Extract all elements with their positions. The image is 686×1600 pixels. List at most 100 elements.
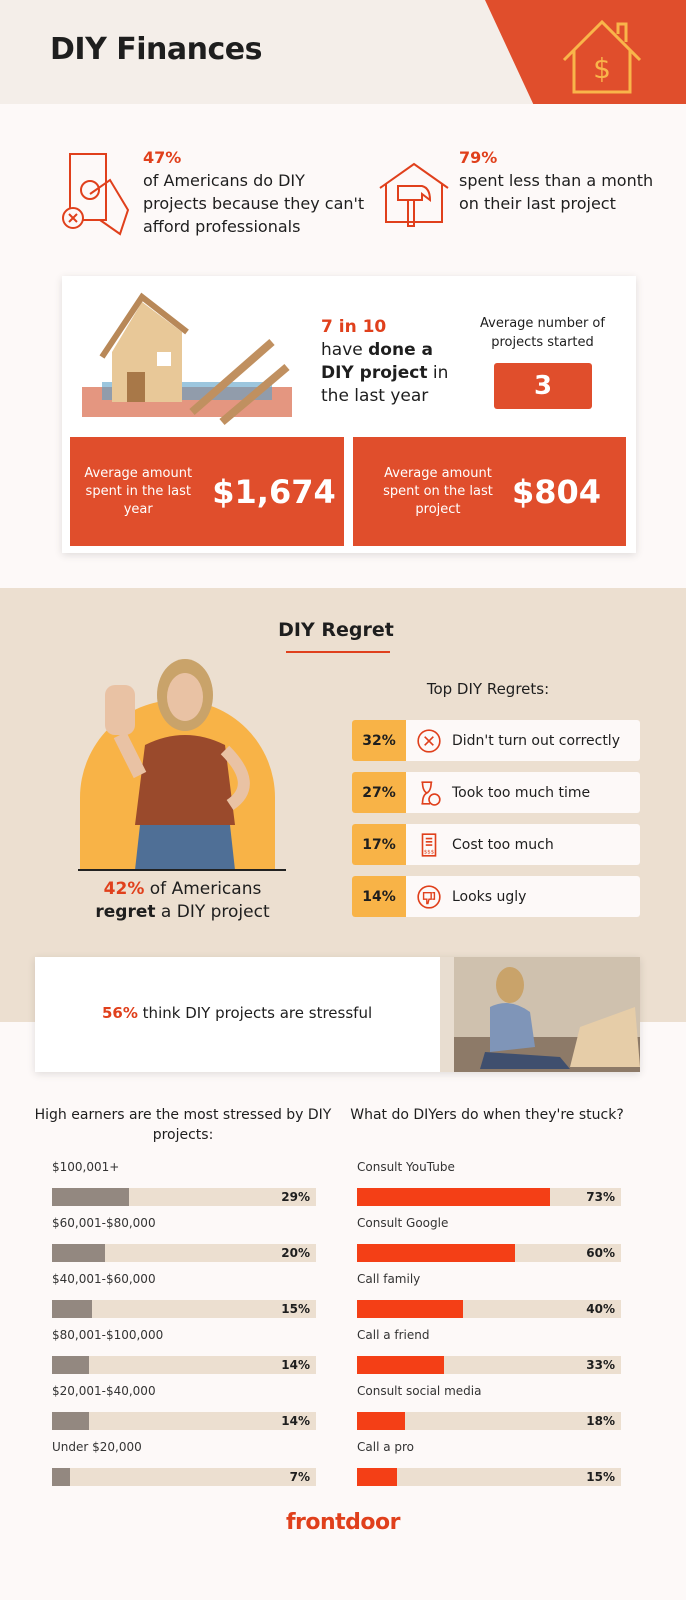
bar-value: 20% xyxy=(281,1246,310,1260)
bar-track: 14% xyxy=(52,1356,316,1374)
headline-text-end: in the last year xyxy=(321,363,449,406)
stress-label: think DIY projects are stressful xyxy=(137,1004,373,1022)
bar xyxy=(357,1412,405,1430)
chart-income-title: High earners are the most stressed by DI… xyxy=(34,1107,332,1143)
regret-label: Looks ugly xyxy=(452,888,527,905)
caption-value: 42% xyxy=(103,879,145,899)
avg-projects-label: Average number of projects started xyxy=(480,316,605,350)
regret-pct: 27% xyxy=(352,772,406,813)
bar-value: 18% xyxy=(586,1414,615,1428)
svg-text:$$$: $$$ xyxy=(424,849,434,855)
bar-value: 15% xyxy=(281,1302,310,1316)
bar-label: Under $20,000 xyxy=(52,1440,142,1454)
spent-year-value: $1,674 xyxy=(212,472,336,511)
bar xyxy=(357,1356,445,1374)
bar xyxy=(52,1244,105,1262)
thumbs-down-icon xyxy=(417,884,441,909)
bar-track: 15% xyxy=(357,1468,621,1486)
bar-value: 73% xyxy=(586,1190,615,1204)
bar xyxy=(52,1356,89,1374)
spent-year-box: Average amount spent in the last year $1… xyxy=(70,437,344,546)
bar-value: 60% xyxy=(586,1246,615,1260)
stat-diy-afford: 47% of Americans do DIY projects because… xyxy=(143,146,373,238)
bar-label: Call family xyxy=(357,1272,421,1286)
bar-label: Call a pro xyxy=(357,1440,415,1454)
stat-value: 47% xyxy=(143,148,182,167)
bar-label: $40,001-$60,000 xyxy=(52,1272,156,1286)
svg-text:$: $ xyxy=(593,52,611,85)
bar-value: 14% xyxy=(281,1414,310,1428)
headline-bold: done a DIY project xyxy=(321,340,433,383)
caption-text: of Americans xyxy=(144,879,262,899)
bar-track: 20% xyxy=(52,1244,316,1262)
bar xyxy=(52,1188,129,1206)
page-title: DIY Finances xyxy=(50,32,262,67)
headline-text: have xyxy=(321,340,369,360)
bar xyxy=(357,1188,550,1206)
bar-value: 15% xyxy=(586,1470,615,1484)
caption-text-end: a DIY project xyxy=(155,902,270,922)
bar-value: 7% xyxy=(289,1470,310,1484)
stat-less-than-month: 79% spent less than a month on their las… xyxy=(459,146,659,215)
bar-label: $20,001-$40,000 xyxy=(52,1384,156,1398)
regret-pct: 32% xyxy=(352,720,406,761)
avg-projects-value: 3 xyxy=(494,363,592,409)
regret-list-title: Top DIY Regrets: xyxy=(426,680,550,698)
divider xyxy=(78,869,286,871)
house-dollar-icon: $ xyxy=(562,19,642,94)
regret-label: Took too much time xyxy=(452,784,591,801)
bar-value: 14% xyxy=(281,1358,310,1372)
spent-last-box: Average amount spent on the last project… xyxy=(353,437,626,546)
bar xyxy=(357,1244,516,1262)
bar-value: 29% xyxy=(281,1190,310,1204)
hand-money-icon xyxy=(62,153,130,236)
regret-caption: 42% of Americans regret a DIY project xyxy=(60,878,305,924)
bar-track: 15% xyxy=(52,1300,316,1318)
regret-row: 32% Didn't turn out correctly xyxy=(352,720,640,761)
bar-label: $60,001-$80,000 xyxy=(52,1216,156,1230)
bar-track: 7% xyxy=(52,1468,316,1486)
headline-value: 7 in 10 xyxy=(321,317,387,337)
bar xyxy=(52,1468,71,1486)
bar-label: Consult YouTube xyxy=(357,1160,455,1174)
bar-label: Consult social media xyxy=(357,1384,482,1398)
regret-pct: 14% xyxy=(352,876,406,917)
regret-label: Cost too much xyxy=(452,836,554,853)
stress-value: 56% xyxy=(102,1004,138,1022)
regret-row: 17% $$$ Cost too much xyxy=(352,824,640,865)
house-hammer-icon xyxy=(379,162,449,227)
title-underline xyxy=(286,651,390,653)
bar-label: $80,001-$100,000 xyxy=(52,1328,164,1342)
stressed-woman-photo xyxy=(440,957,640,1072)
house-model-image xyxy=(82,292,292,426)
caption-bold: regret xyxy=(95,902,156,922)
frontdoor-logo: frontdoor xyxy=(285,1510,401,1535)
regret-row: 14% Looks ugly xyxy=(352,876,640,917)
x-circle-icon xyxy=(417,728,441,753)
spent-year-label: Average amount spent in the last year xyxy=(84,465,193,517)
bar-value: 33% xyxy=(586,1358,615,1372)
bar-track: 14% xyxy=(52,1412,316,1430)
bar-label: Consult Google xyxy=(357,1216,449,1230)
bar xyxy=(52,1300,92,1318)
bar xyxy=(52,1412,89,1430)
bar-label: $100,001+ xyxy=(52,1160,120,1174)
stat-text: spent less than a month on their last pr… xyxy=(459,171,654,213)
receipt-icon: $$$ xyxy=(421,832,437,857)
bar-track: 60% xyxy=(357,1244,621,1262)
bar-value: 40% xyxy=(586,1302,615,1316)
hourglass-icon xyxy=(421,780,441,806)
regret-title: DIY Regret xyxy=(278,619,394,641)
stress-text: 56% think DIY projects are stressful xyxy=(102,1004,372,1022)
stat-value: 79% xyxy=(459,148,498,167)
bar-track: 33% xyxy=(357,1356,621,1374)
bar-label: Call a friend xyxy=(357,1328,430,1342)
stat-text: of Americans do DIY projects because the… xyxy=(143,171,365,236)
spent-last-label: Average amount spent on the last project xyxy=(383,465,493,517)
regret-row: 27% Took too much time xyxy=(352,772,640,813)
headline-7-in-10: 7 in 10 have done a DIY project in the l… xyxy=(321,316,461,408)
bar-track: 29% xyxy=(52,1188,316,1206)
bar xyxy=(357,1300,463,1318)
bar-track: 73% xyxy=(357,1188,621,1206)
regret-pct: 17% xyxy=(352,824,406,865)
